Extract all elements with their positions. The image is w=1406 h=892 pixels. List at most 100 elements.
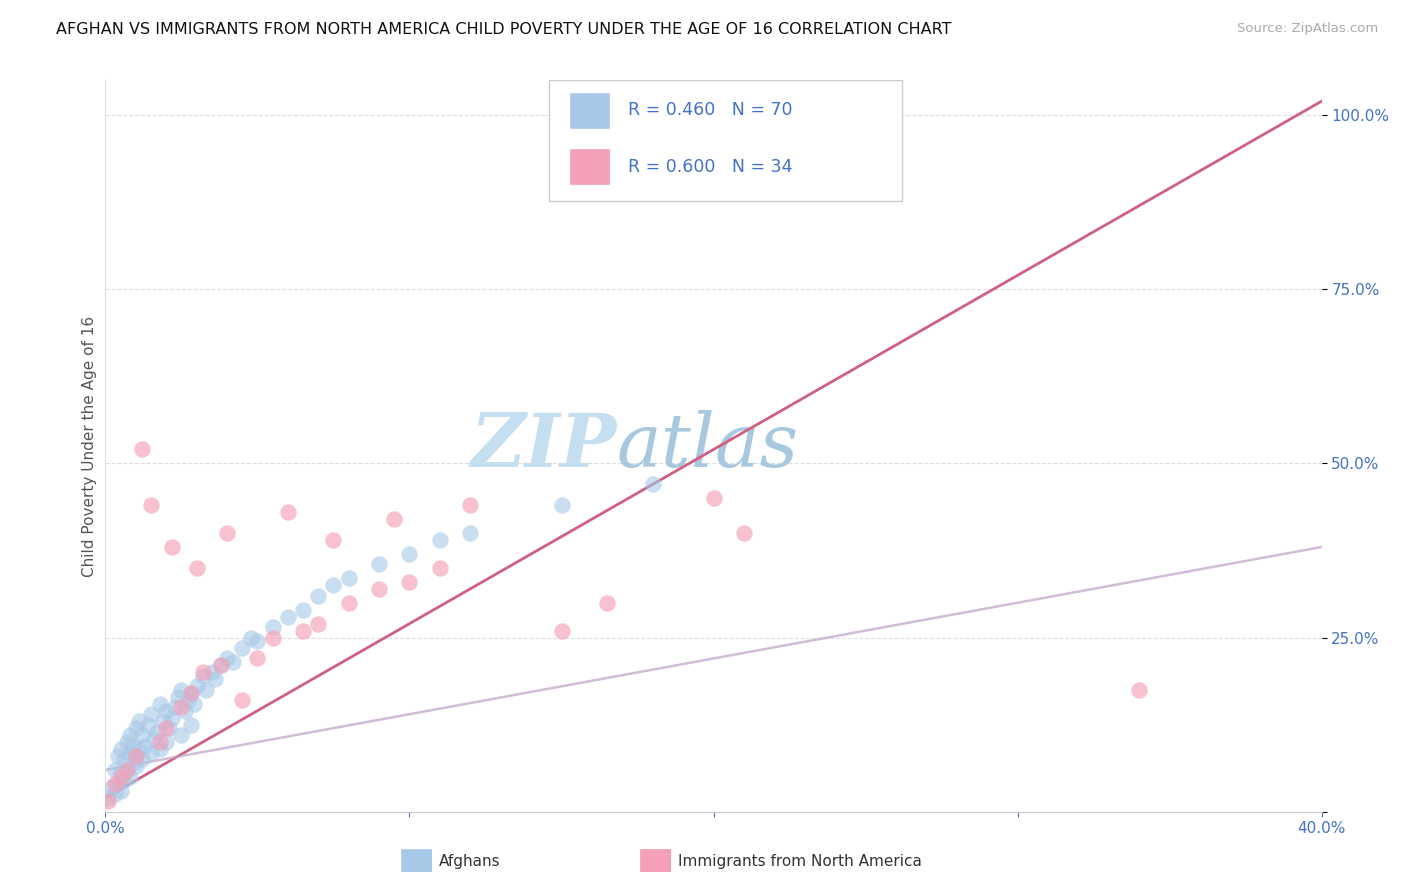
Point (155, 704, 177, 718)
Point (110, 784, 132, 798)
Point (191, 669, 214, 683)
Point (170, 728, 193, 742)
Point (204, 673, 226, 687)
Text: ZIP: ZIP (470, 409, 616, 483)
Point (134, 739, 156, 753)
Point (143, 731, 166, 746)
Point (121, 739, 143, 753)
Point (170, 700, 193, 714)
Point (368, 558, 391, 572)
Point (702, 491, 725, 506)
Point (149, 735, 172, 749)
Point (262, 631, 284, 645)
Point (186, 679, 208, 693)
Point (368, 582, 391, 596)
Point (209, 658, 232, 673)
Point (292, 624, 315, 638)
Point (277, 609, 299, 624)
Point (110, 742, 132, 756)
Point (641, 477, 664, 491)
Point (262, 620, 284, 634)
Point (162, 711, 184, 725)
Point (173, 704, 195, 718)
Point (180, 686, 202, 700)
Point (128, 742, 150, 756)
Point (103, 787, 125, 801)
Point (118, 746, 141, 760)
Point (167, 690, 190, 704)
Point (292, 603, 315, 617)
Bar (569, 93, 609, 128)
Point (155, 721, 177, 735)
FancyBboxPatch shape (550, 80, 903, 201)
Point (118, 770, 141, 784)
Point (131, 752, 153, 766)
Point (322, 578, 344, 592)
Point (125, 749, 148, 764)
Point (596, 596, 619, 610)
Point (429, 561, 451, 575)
Point (183, 697, 205, 711)
Point (97, 790, 120, 805)
Point (550, 498, 572, 512)
Point (162, 540, 184, 554)
Point (107, 777, 129, 791)
Point (217, 651, 239, 665)
Point (209, 658, 232, 673)
Point (128, 714, 150, 728)
Text: atlas: atlas (616, 409, 799, 483)
Point (322, 533, 344, 547)
Point (155, 735, 177, 749)
Point (458, 498, 481, 512)
Point (152, 714, 174, 728)
Point (112, 773, 135, 788)
Point (118, 728, 141, 742)
Text: Afghans: Afghans (439, 855, 501, 869)
Point (176, 693, 198, 707)
Point (307, 616, 329, 631)
Point (103, 763, 125, 777)
Text: R = 0.600   N = 34: R = 0.600 N = 34 (628, 158, 793, 176)
Point (149, 742, 172, 756)
Point (107, 749, 129, 764)
Point (125, 759, 148, 773)
Point (222, 655, 245, 669)
Point (110, 766, 132, 780)
Point (110, 770, 132, 784)
Point (149, 697, 172, 711)
Point (186, 561, 208, 575)
Text: Immigrants from North America: Immigrants from North America (678, 855, 921, 869)
Point (231, 640, 253, 655)
Point (307, 589, 329, 603)
Point (337, 571, 360, 585)
Point (115, 735, 138, 749)
Point (146, 724, 169, 739)
Point (139, 746, 162, 760)
Point (550, 624, 572, 638)
Point (382, 512, 405, 526)
Point (194, 682, 217, 697)
Point (398, 574, 420, 589)
Point (125, 749, 148, 764)
Point (103, 777, 125, 791)
Point (337, 596, 360, 610)
Bar (569, 149, 609, 184)
Point (115, 763, 138, 777)
Point (157, 721, 180, 735)
Point (458, 526, 481, 541)
Point (121, 756, 143, 770)
Point (398, 547, 420, 561)
Point (429, 533, 451, 547)
Point (131, 728, 153, 742)
Text: R = 0.460   N = 70: R = 0.460 N = 70 (628, 102, 793, 120)
Point (112, 752, 135, 766)
Point (180, 717, 202, 731)
Point (180, 686, 202, 700)
Point (246, 634, 269, 648)
Text: Source: ZipAtlas.com: Source: ZipAtlas.com (1237, 22, 1378, 36)
Y-axis label: Child Poverty Under the Age of 16: Child Poverty Under the Age of 16 (82, 316, 97, 576)
Point (231, 693, 253, 707)
Point (246, 651, 269, 665)
Point (733, 526, 755, 541)
Point (165, 700, 187, 714)
